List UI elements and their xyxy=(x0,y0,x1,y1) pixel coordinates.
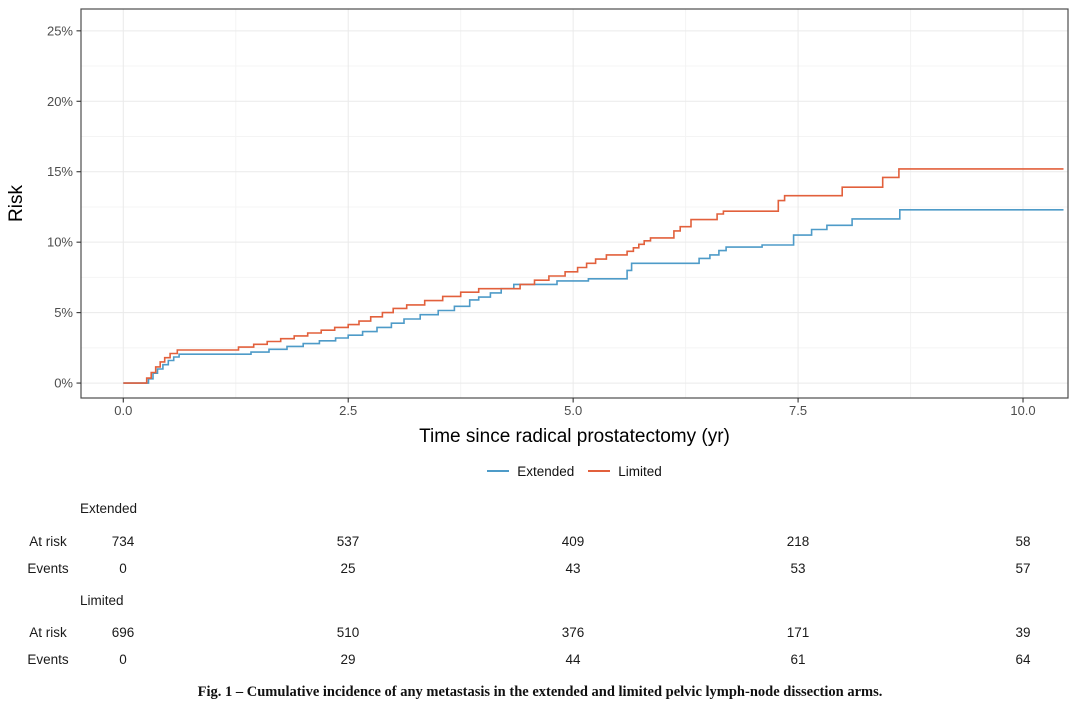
y-tick-label: 15% xyxy=(47,164,73,179)
risk-count-cell: 409 xyxy=(561,534,585,549)
y-tick-label: 20% xyxy=(47,94,73,109)
risk-count-cell: 39 xyxy=(1015,625,1031,640)
y-tick-label: 25% xyxy=(47,23,73,38)
event-count-cell: 53 xyxy=(790,561,806,576)
risk-count-cell: 218 xyxy=(786,534,810,549)
risk-count-cell: 510 xyxy=(336,625,360,640)
row-label-at-risk: At risk xyxy=(29,534,67,549)
row-label-events: Events xyxy=(27,561,69,576)
limited-line-swatch xyxy=(588,470,611,472)
limited-series-line xyxy=(123,168,1064,384)
event-count-cell: 64 xyxy=(1015,652,1031,667)
event-count-cell: 0 xyxy=(119,652,127,667)
x-tick-label: 5.0 xyxy=(564,403,582,418)
figure-caption: Fig. 1 – Cumulative incidence of any met… xyxy=(197,684,883,700)
y-axis-title: Risk xyxy=(6,185,27,222)
event-count-cell: 44 xyxy=(565,652,581,667)
event-count-cell: 29 xyxy=(340,652,356,667)
panel-border xyxy=(80,8,1069,399)
y-tick-label: 10% xyxy=(47,235,73,250)
event-count-cell: 25 xyxy=(340,561,356,576)
risk-count-cell: 696 xyxy=(111,625,135,640)
row-label-at-risk: At risk xyxy=(29,625,67,640)
risk-group-label-limited: Limited xyxy=(80,593,124,608)
y-tick-label: 5% xyxy=(54,305,73,320)
risk-group-label-extended: Extended xyxy=(80,501,138,516)
event-count-cell: 43 xyxy=(565,561,581,576)
cumulative-incidence-plot: 0.0 2.5 5.0 7.5 10.0 0% 5% 10% 15% 20% 25% Time sin… xyxy=(6,8,1069,447)
risk-count-cell: 537 xyxy=(336,534,360,549)
chart-legend: Extended Limited xyxy=(81,461,1068,481)
x-tick-label: 7.5 xyxy=(789,403,807,418)
x-tick-label: 2.5 xyxy=(339,403,357,418)
risk-count-cell: 376 xyxy=(561,625,585,640)
event-count-cell: 61 xyxy=(790,652,806,667)
risk-count-cell: 734 xyxy=(111,534,135,549)
x-axis-title: Time since radical prostatectomy (yr) xyxy=(419,426,730,447)
y-tick-label: 0% xyxy=(54,376,73,391)
risk-count-cell: 58 xyxy=(1015,534,1031,549)
x-tick-label: 10.0 xyxy=(1010,403,1035,418)
x-tick-label: 0.0 xyxy=(114,403,132,418)
legend-item-extended: Extended xyxy=(487,464,574,479)
row-label-events: Events xyxy=(27,652,69,667)
event-count-cell: 0 xyxy=(119,561,127,576)
legend-label-extended: Extended xyxy=(517,463,575,479)
risk-count-cell: 171 xyxy=(786,625,810,640)
extended-line-swatch xyxy=(487,470,510,472)
legend-item-limited: Limited xyxy=(588,464,662,479)
legend-label-limited: Limited xyxy=(618,463,662,479)
event-count-cell: 57 xyxy=(1015,561,1031,576)
extended-series-line xyxy=(123,209,1064,384)
